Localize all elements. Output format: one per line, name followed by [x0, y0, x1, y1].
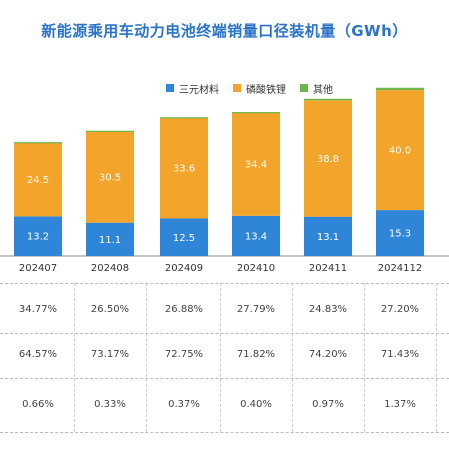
- data-label-lfp-202409: 33.6: [173, 164, 195, 175]
- legend-item-ternary: 三元材料: [166, 81, 219, 96]
- bar-lfp-202407: [14, 142, 62, 217]
- legend-swatch-other: [300, 84, 308, 92]
- data-label-lfp-202410: 34.4: [245, 160, 267, 171]
- table-cell: 0.40%: [240, 399, 272, 410]
- table-cell: 0.97%: [312, 399, 344, 410]
- table-divider: [0, 283, 449, 284]
- table-cell: 26.88%: [164, 304, 204, 315]
- bar-other-202407: [14, 142, 62, 144]
- table-cell: 24.83%: [308, 304, 348, 315]
- table-cell: 73.17%: [90, 349, 130, 360]
- data-label-lfp-202412: 40.0: [389, 146, 411, 157]
- table-cell: 27.79%: [236, 304, 276, 315]
- bar-ternary-202412: [376, 210, 424, 256]
- table-cell: 71.43%: [380, 349, 420, 360]
- x-tick-label-202410: 202410: [237, 263, 275, 274]
- table-column-divider: [292, 283, 293, 432]
- bar-other-202408: [86, 130, 134, 132]
- table-cell: 64.57%: [18, 349, 58, 360]
- legend-swatch-ternary: [166, 84, 174, 92]
- table-cell: 1.37%: [384, 399, 416, 410]
- data-label-ternary-202409: 12.5: [173, 233, 195, 244]
- x-tick-label-202408: 202408: [91, 263, 129, 274]
- table-column-divider: [74, 283, 75, 432]
- data-label-ternary-202407: 13.2: [27, 232, 49, 243]
- bar-ternary-202407: [14, 216, 62, 256]
- data-label-ternary-202412: 15.3: [389, 229, 411, 240]
- bar-ternary-202408: [86, 222, 134, 256]
- data-label-ternary-202408: 11.1: [99, 235, 121, 246]
- bar-ternary-202411: [304, 216, 352, 256]
- bar-ternary-202409: [160, 218, 208, 256]
- data-label-ternary-202411: 13.1: [317, 232, 339, 243]
- table-cell: 0.66%: [22, 399, 54, 410]
- data-label-lfp-202411: 38.8: [317, 154, 339, 165]
- x-tick-label-202412: 2024112: [378, 263, 423, 274]
- table-cell: 34.77%: [18, 304, 58, 315]
- x-tick-label-202411: 202411: [309, 263, 347, 274]
- bar-lfp-202409: [160, 117, 208, 219]
- legend-item-lfp: 磷酸铁锂: [233, 81, 286, 96]
- table-column-divider: [436, 283, 437, 432]
- bar-other-202411: [304, 98, 352, 101]
- chart-title: 新能源乘用车动力电池终端销量口径装机量（GWh）: [41, 22, 408, 40]
- bar-other-202412: [376, 87, 424, 91]
- legend: 三元材料 磷酸铁锂 其他: [166, 81, 347, 96]
- data-label-lfp-202407: 24.5: [27, 175, 49, 186]
- legend-swatch-lfp: [233, 84, 241, 92]
- table-column-divider: [146, 283, 147, 432]
- table-divider: [0, 378, 449, 379]
- table-divider: [0, 432, 449, 433]
- table-cell: 0.33%: [94, 399, 126, 410]
- data-label-lfp-202408: 30.5: [99, 172, 121, 183]
- bar-lfp-202408: [86, 131, 134, 223]
- table-divider: [0, 333, 449, 334]
- table-cell: 74.20%: [308, 349, 348, 360]
- table-cell: 0.37%: [168, 399, 200, 410]
- bar-other-202410: [232, 112, 280, 114]
- table-column-divider: [220, 283, 221, 432]
- x-tick-label-202409: 202409: [165, 263, 203, 274]
- table-cell: 26.50%: [90, 304, 130, 315]
- legend-label-ternary: 三元材料: [179, 84, 219, 96]
- stacked-bar-chart: 13.2 24.5 202407 11.1 30.5 202408 12.5 33.6 2024…: [0, 87, 449, 274]
- x-tick-label-202407: 202407: [19, 263, 57, 274]
- legend-item-other: 其他: [300, 81, 333, 96]
- table-cell: 72.75%: [164, 349, 204, 360]
- bar-lfp-202410: [232, 112, 280, 216]
- table-cell: 71.82%: [236, 349, 276, 360]
- table-column-divider: [364, 283, 365, 432]
- bar-lfp-202411: [304, 100, 352, 217]
- bar-lfp-202412: [376, 90, 424, 211]
- bar-ternary-202410: [232, 215, 280, 256]
- legend-label-other: 其他: [313, 84, 333, 96]
- data-label-ternary-202410: 13.4: [245, 231, 267, 242]
- bar-other-202409: [160, 117, 208, 119]
- table-cell: 27.20%: [380, 304, 420, 315]
- legend-label-lfp: 磷酸铁锂: [246, 84, 286, 96]
